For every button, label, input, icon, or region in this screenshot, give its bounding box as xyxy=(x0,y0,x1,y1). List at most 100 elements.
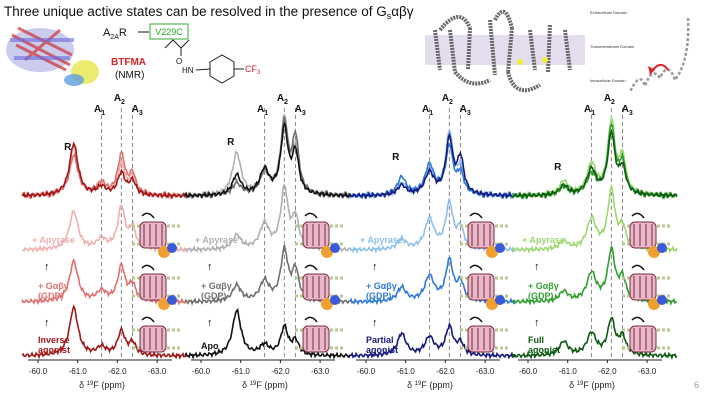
axis-part: F (ppm) xyxy=(421,380,453,390)
atom-label: O xyxy=(176,57,182,66)
axis-part: δ xyxy=(242,380,250,390)
axis-part: F (ppm) xyxy=(583,380,615,390)
condition-label: + Gαβγ xyxy=(38,281,69,291)
mutation-box xyxy=(149,23,189,40)
x-tick-label: -60.0 xyxy=(192,367,211,376)
spectrum xyxy=(22,141,188,200)
receptor xyxy=(302,325,330,353)
g-beta xyxy=(657,243,667,253)
peak-letter: A xyxy=(295,104,302,115)
condition-label: agonist xyxy=(366,345,398,355)
x-tick-label: -62.0 xyxy=(598,367,617,376)
condition-label: + Apyrase xyxy=(32,235,75,245)
receptor-cartoon xyxy=(295,316,343,353)
peak-letter: A xyxy=(94,104,101,115)
receptor xyxy=(467,325,495,353)
axis-part: δ xyxy=(79,380,87,390)
receptor-cartoon xyxy=(132,264,180,310)
g-beta xyxy=(495,243,505,253)
ligand-line xyxy=(304,264,318,271)
probe-name: BTFMA xyxy=(111,57,146,68)
receptor xyxy=(629,325,657,353)
peak-label: A1 xyxy=(584,104,595,117)
condition-label: (GDP) xyxy=(528,291,554,301)
x-axis-label: δ 19F (ppm) xyxy=(407,380,453,390)
axis-sup: 19 xyxy=(87,381,94,387)
ligand-line xyxy=(469,212,483,219)
peak-label: A3 xyxy=(460,104,471,117)
x-tick-label: -60.0 xyxy=(357,367,376,376)
probe-method: (NMR) xyxy=(115,70,144,81)
peak-label: A2 xyxy=(114,93,125,106)
axis-part: F (ppm) xyxy=(256,380,288,390)
g-alpha xyxy=(158,246,170,258)
x-tick-label: -61.0 xyxy=(69,367,88,376)
peak-label: A2 xyxy=(442,93,453,106)
condition-label: Inverse xyxy=(38,335,70,345)
peak-label: A2 xyxy=(604,93,615,106)
spectrum xyxy=(349,322,516,360)
x-tick-label: -63.0 xyxy=(638,367,657,376)
x-tick-label: -63.0 xyxy=(476,367,495,376)
receptor xyxy=(302,221,330,249)
condition-label: + Apyrase xyxy=(522,235,565,245)
peak-subscript: 1 xyxy=(591,110,595,117)
arrow: ↑ xyxy=(44,317,50,329)
chemical-structure xyxy=(164,39,244,84)
condition-label: Partial xyxy=(366,335,394,345)
mutation-label: V229C xyxy=(155,27,183,37)
g-beta xyxy=(657,295,667,305)
peak-subscript: 1 xyxy=(429,110,433,117)
ligand-line xyxy=(141,212,155,219)
peak-label: R xyxy=(554,162,562,173)
spectrum xyxy=(21,304,188,360)
membrane-label: Intracellular Domain xyxy=(590,78,626,83)
peak-letter: A xyxy=(132,104,139,115)
receptor xyxy=(467,221,495,249)
atom-label: CF3 xyxy=(245,64,261,76)
peak-subscript: 2 xyxy=(611,99,615,106)
g-alpha xyxy=(321,246,333,258)
peak-letter: A xyxy=(257,104,264,115)
ligand-line xyxy=(141,316,155,323)
g-beta xyxy=(495,295,505,305)
condition-label: (GDP) xyxy=(201,291,227,301)
g-alpha xyxy=(486,246,498,258)
membrane-label: Extracellular Domain xyxy=(590,10,627,15)
receptor-cartoon xyxy=(295,264,343,310)
axis-sup: 19 xyxy=(250,381,257,387)
condition-label: Full xyxy=(528,335,544,345)
x-tick-label: -62.0 xyxy=(108,367,127,376)
receptor-cartoon xyxy=(460,212,508,258)
atom-label: HN xyxy=(182,66,194,75)
peak-subscript: 3 xyxy=(302,110,306,117)
g-beta xyxy=(167,295,177,305)
spectrum xyxy=(349,132,516,200)
peak-letter: A xyxy=(622,104,629,115)
construct-label: A2AR xyxy=(103,27,127,41)
receptor-cartoon xyxy=(295,212,343,258)
peak-letter: A xyxy=(114,93,121,104)
peak-subscript: 3 xyxy=(467,110,471,117)
axis-sup: 19 xyxy=(415,381,422,387)
axis-part: δ xyxy=(569,380,577,390)
ligand-line xyxy=(469,316,483,323)
peak-subscript: 3 xyxy=(139,110,143,117)
arrow: ↑ xyxy=(372,317,378,329)
arrow: ↑ xyxy=(44,261,50,273)
receptor-cartoon xyxy=(460,264,508,310)
condition-label: + Apyrase xyxy=(195,235,238,245)
receptor xyxy=(139,273,167,301)
receptor xyxy=(139,221,167,249)
ligand-line xyxy=(631,264,645,271)
spectrum xyxy=(184,307,351,360)
peak-label: A3 xyxy=(132,104,143,117)
condition-label: (GDP) xyxy=(366,291,392,301)
protein-structure xyxy=(6,26,99,86)
receptor xyxy=(467,273,495,301)
peak-subscript: 2 xyxy=(121,99,125,106)
x-tick-label: -63.0 xyxy=(311,367,330,376)
peak-label: A1 xyxy=(422,104,433,117)
peak-letter: A xyxy=(442,93,449,104)
